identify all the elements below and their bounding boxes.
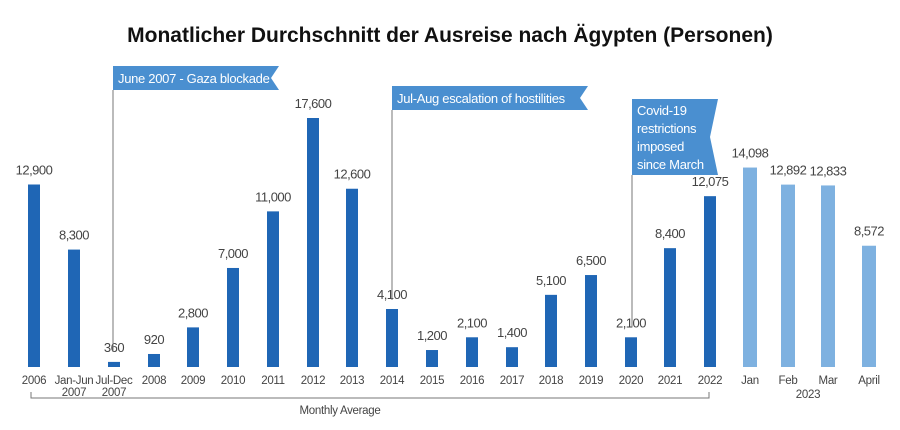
annotation-text: Covid-19 <box>637 103 687 118</box>
x-tick-label: April <box>858 375 880 387</box>
data-label: 8,572 <box>854 224 884 239</box>
group-bracket <box>30 392 710 399</box>
x-tick-label: Feb <box>779 375 798 387</box>
bar <box>28 184 40 367</box>
x-tick-label: 2016 <box>460 375 484 387</box>
bar <box>187 327 199 367</box>
x-tick-label: 2013 <box>340 375 364 387</box>
x-tick-label: Jul-Dec <box>96 375 133 387</box>
data-label: 12,900 <box>16 162 53 177</box>
group-label-monthly-average: Monthly Average <box>300 405 381 417</box>
bar <box>267 211 279 367</box>
data-label: 12,600 <box>334 167 371 182</box>
x-tick-label: 2007 <box>102 387 126 399</box>
data-label: 11,000 <box>255 189 291 204</box>
data-label: 12,892 <box>770 163 807 178</box>
data-label: 2,800 <box>178 305 208 320</box>
chart-title: Monatlicher Durchschnitt der Ausreise na… <box>127 24 773 47</box>
group-label-2023: 2023 <box>796 389 820 401</box>
bar <box>227 267 239 367</box>
data-label: 1,200 <box>417 328 447 343</box>
x-tick-label: Jan-Jun <box>55 375 94 387</box>
bar <box>704 196 716 367</box>
data-label: 2,100 <box>457 315 487 330</box>
annotation-text: restrictions <box>637 121 697 136</box>
bar <box>821 185 835 367</box>
annotation-text: since March <box>637 157 704 172</box>
bar <box>307 118 319 367</box>
annotation-banner <box>113 66 279 90</box>
annotation-text: Jul-Aug escalation of hostilities <box>397 91 566 106</box>
data-label: 14,098 <box>732 146 769 161</box>
bar <box>108 361 120 367</box>
annotation-banner <box>392 86 588 110</box>
data-label: 6,500 <box>576 253 606 268</box>
bar <box>426 350 438 367</box>
data-label: 8,300 <box>59 228 89 243</box>
x-tick-label: 2012 <box>301 375 325 387</box>
annotation-text: imposed <box>637 139 684 154</box>
bar <box>346 188 358 367</box>
x-tick-label: 2017 <box>500 375 524 387</box>
bar <box>585 275 597 367</box>
x-tick-label: 2009 <box>181 375 205 387</box>
data-label: 17,600 <box>295 96 332 111</box>
x-tick-label: 2014 <box>380 375 405 387</box>
bar <box>781 184 795 367</box>
x-tick-label: 2011 <box>261 375 285 387</box>
data-label: 7,000 <box>218 246 248 261</box>
bar <box>743 167 757 367</box>
data-label: 2,100 <box>616 315 646 330</box>
x-tick-label: 2020 <box>619 375 643 387</box>
bar <box>545 294 557 367</box>
data-label: 8,400 <box>655 226 685 241</box>
x-tick-label: 2019 <box>579 375 603 387</box>
x-tick-label: 2021 <box>658 375 682 387</box>
x-tick-label: 2015 <box>420 375 444 387</box>
data-label: 920 <box>144 332 164 347</box>
x-tick-label: 2018 <box>539 375 563 387</box>
bar <box>506 347 518 367</box>
annotation-text: June 2007 - Gaza blockade <box>118 71 270 86</box>
x-tick-label: 2006 <box>22 375 46 387</box>
bar <box>625 337 637 367</box>
data-label: 360 <box>104 340 124 355</box>
annotation-banner <box>632 99 718 175</box>
bar <box>862 245 876 367</box>
x-tick-label: Mar <box>819 375 838 387</box>
x-tick-label: Jan <box>741 375 759 387</box>
bar <box>664 248 676 367</box>
data-label: 1,400 <box>497 325 527 340</box>
data-label: 12,075 <box>692 174 729 189</box>
bar <box>386 308 398 367</box>
x-tick-label: 2010 <box>221 375 245 387</box>
x-tick-label: 2022 <box>698 375 722 387</box>
bar <box>148 353 160 367</box>
bar <box>466 337 478 367</box>
data-label: 5,100 <box>536 273 566 288</box>
x-tick-label: 2007 <box>62 387 86 399</box>
data-label: 12,833 <box>810 163 847 178</box>
bar <box>68 249 80 367</box>
x-tick-label: 2008 <box>142 375 166 387</box>
